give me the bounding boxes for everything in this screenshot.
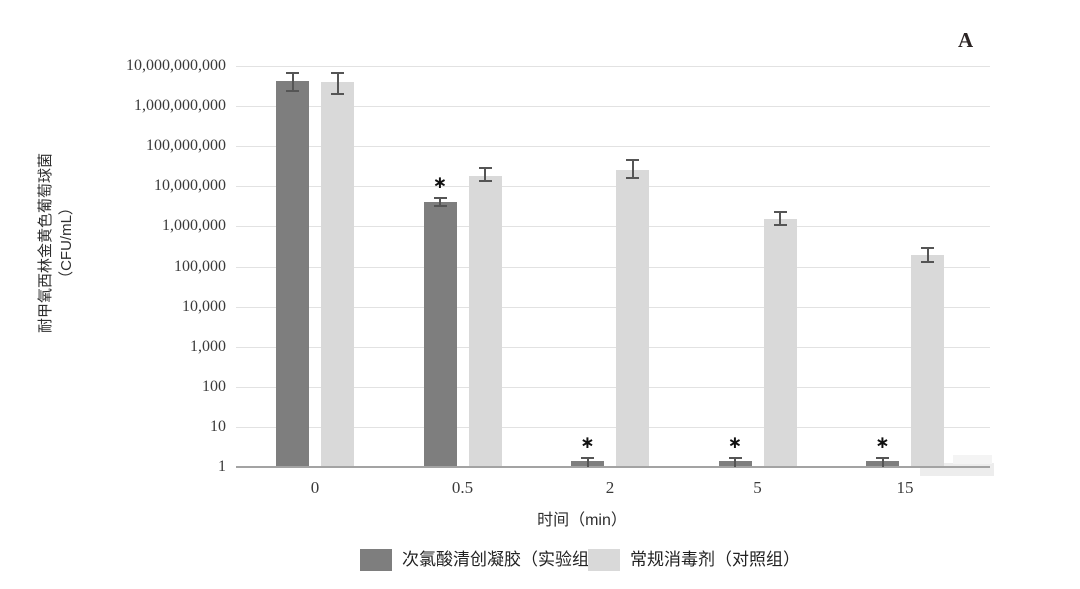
- y-tick-label: 100,000,000: [146, 137, 226, 155]
- bar-control-5: [763, 219, 797, 467]
- scan-artifact: [953, 455, 992, 464]
- error-bar-cap: [773, 211, 787, 214]
- error-bar: [631, 158, 634, 180]
- y-tick-label: 100,000: [174, 257, 226, 275]
- error-bar: [586, 456, 589, 467]
- significance-asterisk: ∗: [580, 432, 595, 453]
- error-bar-cap: [331, 92, 344, 95]
- bar-experimental-0: [276, 81, 309, 467]
- panel-label: A: [958, 28, 974, 52]
- y-tick-label: 10,000,000: [154, 177, 226, 195]
- error-bar-cap: [478, 180, 492, 183]
- error-bar: [291, 72, 294, 93]
- y-tick-label: 1,000: [190, 337, 226, 355]
- error-bar-cap: [286, 72, 299, 75]
- gridline: [236, 266, 990, 268]
- gridline: [236, 346, 990, 348]
- error-bar-cap: [921, 247, 934, 250]
- error-bar-cap: [626, 158, 639, 161]
- gridline: [236, 226, 990, 228]
- legend-swatch-experimental: [360, 549, 392, 571]
- legend-entry-experimental: 次氯酸清创凝胶（实验组）: [360, 549, 606, 571]
- y-tick-label: 1,000,000,000: [134, 97, 226, 115]
- x-tick-label: 15: [896, 478, 914, 497]
- x-axis-line: [236, 466, 990, 468]
- error-bar-cap: [773, 224, 787, 227]
- error-bar-cap: [626, 177, 639, 180]
- bar-control-0.5: [468, 176, 502, 467]
- significance-asterisk: ∗: [432, 173, 448, 194]
- legend-entry-control: 常规消毒剂（对照组）: [588, 549, 800, 571]
- gridline: [236, 306, 990, 308]
- error-bar: [484, 167, 486, 183]
- error-bar-cap: [478, 167, 492, 170]
- error-bar-cap: [331, 71, 344, 74]
- error-bar-cap: [728, 456, 742, 459]
- error-bar: [779, 211, 781, 227]
- significance-asterisk: ∗: [875, 432, 890, 453]
- gridline: [236, 426, 990, 428]
- error-bar-cap: [876, 456, 889, 459]
- error-bar-cap: [433, 205, 447, 208]
- error-bar: [881, 456, 884, 467]
- gridline: [236, 66, 990, 67]
- bar-control-0: [321, 81, 354, 467]
- error-bar: [439, 197, 441, 208]
- bar-control-15: [911, 255, 944, 467]
- y-tick-label: 10,000: [182, 297, 226, 315]
- gridline: [236, 386, 990, 388]
- bar-experimental-0.5: [423, 201, 457, 467]
- gridline: [236, 186, 990, 188]
- x-tick-label: 0: [310, 478, 320, 497]
- error-bar-cap: [286, 90, 299, 93]
- x-axis-title: 时间（min）: [537, 512, 627, 529]
- x-tick-label: 0.5: [451, 478, 474, 497]
- y-tick-label: 1: [218, 458, 226, 475]
- y-tick-label: 10: [210, 417, 226, 435]
- plot-area: ∗ ∗ ∗ ∗: [236, 66, 990, 468]
- legend-swatch-control: [588, 549, 620, 571]
- error-bar: [336, 71, 339, 95]
- significance-asterisk: ∗: [727, 432, 743, 453]
- error-bar: [734, 456, 736, 467]
- gridline: [236, 106, 990, 108]
- gridline: [236, 146, 990, 148]
- x-tick-label: 2: [605, 478, 615, 497]
- bar-control-2: [616, 169, 649, 467]
- error-bar-cap: [921, 261, 934, 264]
- y-tick-label: 10,000,000,000: [126, 57, 226, 74]
- x-tick-label: 5: [753, 478, 762, 497]
- y-tick-label: 100: [202, 377, 226, 395]
- error-bar-cap: [433, 197, 447, 200]
- legend-label-experimental: 次氯酸清创凝胶（实验组）: [402, 550, 606, 569]
- legend-label-control: 常规消毒剂（对照组）: [630, 550, 800, 569]
- error-bar-cap: [581, 456, 594, 459]
- error-bar: [926, 247, 929, 264]
- y-tick-label: 1,000,000: [162, 217, 226, 235]
